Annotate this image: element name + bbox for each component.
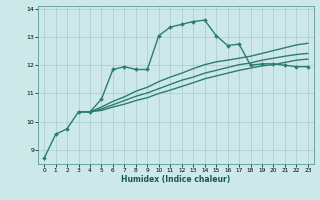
X-axis label: Humidex (Indice chaleur): Humidex (Indice chaleur) (121, 175, 231, 184)
